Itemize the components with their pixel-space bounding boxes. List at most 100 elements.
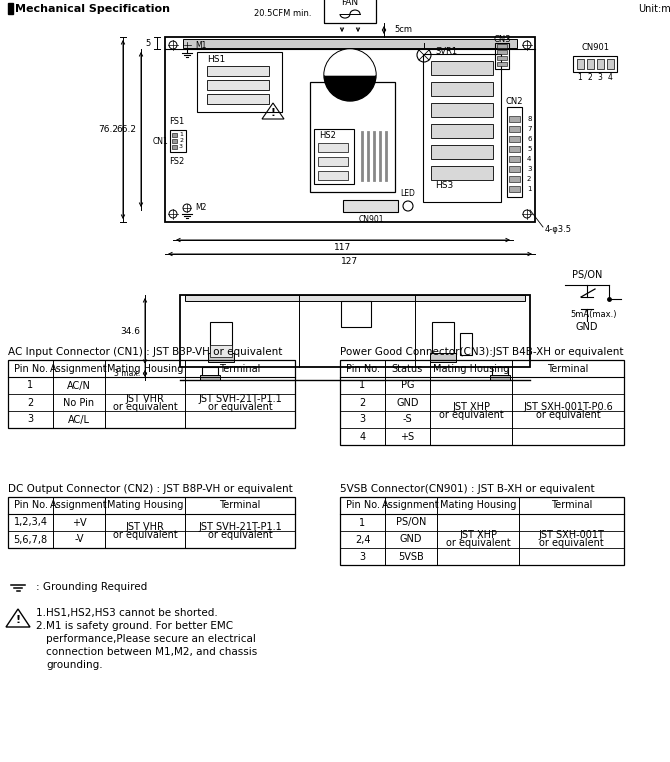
Text: GND: GND: [400, 534, 422, 545]
Text: 1: 1: [359, 380, 366, 390]
Bar: [318, 143, 348, 152]
Text: 1: 1: [527, 186, 531, 192]
Bar: [509, 176, 520, 182]
Text: CN901: CN901: [358, 214, 384, 223]
Text: 5VSB Connector(CN901) : JST B-XH or equivalent: 5VSB Connector(CN901) : JST B-XH or equi…: [340, 484, 595, 494]
Text: JST SXH-001T: JST SXH-001T: [539, 530, 604, 540]
Bar: [431, 103, 493, 117]
Text: or equivalent: or equivalent: [446, 539, 511, 549]
Bar: [509, 156, 520, 162]
Text: 4: 4: [608, 73, 612, 82]
Bar: [607, 59, 614, 69]
Text: AC Input Connector (CN1) : JST B3P-VH or equivalent: AC Input Connector (CN1) : JST B3P-VH or…: [8, 347, 282, 357]
Text: GND: GND: [576, 322, 598, 332]
Bar: [210, 345, 232, 357]
Bar: [8, 3, 13, 14]
Bar: [207, 94, 269, 104]
Bar: [431, 61, 493, 75]
Text: 20.5CFM min.: 20.5CFM min.: [255, 8, 312, 18]
Bar: [310, 82, 395, 192]
Text: AC/N: AC/N: [67, 380, 91, 390]
Bar: [431, 166, 493, 180]
Text: 5: 5: [527, 146, 531, 152]
Text: 8: 8: [527, 116, 531, 122]
Text: 2: 2: [179, 139, 183, 143]
Bar: [207, 80, 269, 90]
Text: 2: 2: [527, 176, 531, 182]
Text: JST SXH-001T-P0.6: JST SXH-001T-P0.6: [523, 402, 613, 412]
Text: Mechanical Specification: Mechanical Specification: [15, 4, 170, 14]
Bar: [597, 59, 604, 69]
Text: 4: 4: [359, 431, 366, 441]
Text: 1: 1: [359, 517, 366, 527]
Text: M1: M1: [195, 40, 206, 50]
Bar: [341, 301, 371, 327]
Text: 1,2,3,4: 1,2,3,4: [13, 517, 48, 527]
Text: Pin No.: Pin No.: [346, 363, 379, 373]
Text: 2.M1 is safety ground. For better EMC: 2.M1 is safety ground. For better EMC: [36, 621, 233, 631]
Bar: [180, 295, 530, 367]
Text: Assignment: Assignment: [50, 501, 108, 511]
Text: 3: 3: [598, 73, 602, 82]
Text: grounding.: grounding.: [46, 660, 103, 670]
Bar: [460, 333, 472, 355]
Text: HS3: HS3: [435, 181, 453, 190]
Text: PS/ON: PS/ON: [396, 517, 426, 527]
Text: 5mA(max.): 5mA(max.): [570, 310, 616, 319]
Bar: [210, 322, 232, 357]
Text: performance,Please secure an electrical: performance,Please secure an electrical: [46, 634, 256, 644]
Bar: [207, 66, 269, 76]
Text: 4-φ3.5: 4-φ3.5: [545, 226, 572, 235]
Text: -S: -S: [403, 415, 412, 424]
Text: Terminal: Terminal: [219, 363, 261, 373]
Bar: [497, 50, 507, 54]
Bar: [340, 360, 624, 445]
Bar: [197, 52, 282, 112]
Bar: [587, 59, 594, 69]
Text: JST SVH-21T-P1.1: JST SVH-21T-P1.1: [198, 522, 282, 532]
Text: !: !: [15, 615, 21, 625]
Text: GND: GND: [396, 398, 419, 408]
Text: Terminal: Terminal: [547, 363, 589, 373]
Text: 1.HS1,HS2,HS3 cannot be shorted.: 1.HS1,HS2,HS3 cannot be shorted.: [36, 608, 218, 618]
Text: 5cm: 5cm: [394, 25, 412, 34]
Text: Pin No.: Pin No.: [13, 501, 48, 511]
Text: 34.6: 34.6: [120, 326, 140, 335]
Text: No Pin: No Pin: [64, 398, 94, 408]
Text: FS1: FS1: [170, 117, 185, 126]
Text: CN1: CN1: [152, 136, 168, 146]
Text: 3: 3: [179, 145, 183, 149]
Bar: [8, 360, 295, 428]
Text: Assignment: Assignment: [382, 501, 440, 511]
Text: JST VHR: JST VHR: [125, 393, 164, 404]
Text: JST XHP: JST XHP: [459, 530, 497, 540]
Text: CN2: CN2: [505, 98, 523, 107]
Text: 4: 4: [527, 156, 531, 162]
Text: FS2: FS2: [170, 158, 185, 167]
Text: PG: PG: [401, 380, 414, 390]
Bar: [507, 107, 522, 197]
Bar: [343, 200, 398, 212]
Text: 6: 6: [527, 136, 531, 142]
Text: CN901: CN901: [581, 43, 609, 53]
Text: DC Output Connector (CN2) : JST B8P-VH or equivalent: DC Output Connector (CN2) : JST B8P-VH o…: [8, 484, 293, 494]
Bar: [492, 367, 508, 376]
Text: Assignment: Assignment: [50, 363, 108, 373]
Circle shape: [324, 49, 376, 101]
Text: or equivalent: or equivalent: [439, 410, 503, 420]
Bar: [509, 166, 520, 172]
Bar: [8, 497, 295, 548]
Text: FAN: FAN: [342, 0, 358, 8]
Text: Mating Housing: Mating Housing: [107, 501, 183, 511]
Bar: [208, 353, 234, 362]
Bar: [509, 136, 520, 142]
Text: HS1: HS1: [207, 56, 225, 65]
Text: Mating Housing: Mating Housing: [440, 501, 516, 511]
Text: !: !: [271, 108, 275, 118]
Text: 76.2: 76.2: [98, 125, 118, 134]
Bar: [318, 157, 348, 166]
Bar: [497, 56, 507, 60]
Text: 3: 3: [527, 166, 531, 172]
Text: 117: 117: [334, 242, 352, 251]
Text: HS2: HS2: [319, 132, 336, 140]
